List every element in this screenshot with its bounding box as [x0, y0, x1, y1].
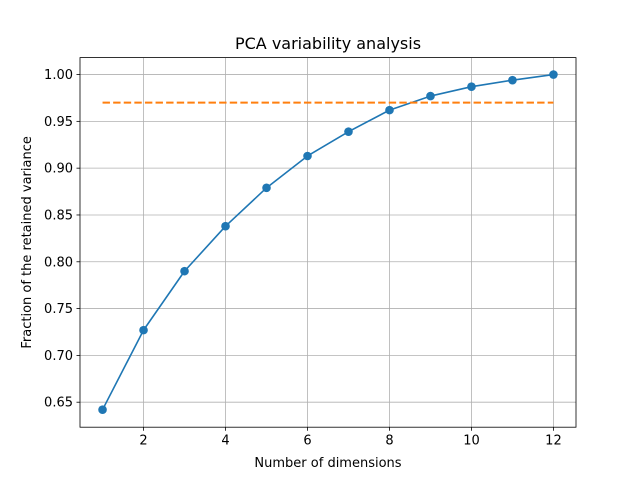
variance-point: [385, 105, 394, 115]
variance-point: [303, 151, 312, 161]
series-layer: [98, 70, 558, 414]
variance-point: [262, 183, 271, 193]
y-tick-label: 0.95: [44, 115, 73, 130]
x-tick-label: 12: [545, 434, 562, 449]
y-axis-label: Fraction of the retained variance: [20, 136, 35, 348]
variance-point: [344, 127, 353, 136]
variance-point: [98, 405, 107, 414]
variance-point: [139, 325, 148, 335]
y-tick-label: 0.90: [44, 162, 73, 177]
y-tick-label: 1.00: [44, 68, 73, 83]
variance-point: [180, 266, 189, 276]
variance-point: [549, 70, 558, 79]
y-tick-label: 0.75: [44, 302, 73, 317]
y-tick-label: 0.80: [44, 255, 73, 270]
y-tick-label: 0.65: [44, 396, 73, 411]
x-tick-label: 6: [303, 434, 311, 449]
x-tick-label: 8: [385, 434, 393, 449]
variance-point: [426, 91, 435, 101]
variance-point: [221, 221, 230, 231]
grid: [80, 57, 576, 428]
x-tick-label: 10: [463, 434, 480, 449]
y-tick-label: 0.85: [44, 208, 73, 223]
y-tick-label: 0.70: [44, 349, 73, 364]
x-tick-label: 4: [221, 434, 229, 449]
variance-line: [101, 73, 555, 411]
plot-frame: [79, 57, 577, 428]
ticks: 2 4 6 8 10 12 0.65 0.70 0.75 0.80 0.85 0.90 0.95 1.00: [44, 68, 562, 449]
variance-point: [467, 82, 476, 92]
variance-point: [508, 75, 517, 85]
x-tick-label: 2: [139, 434, 147, 449]
x-axis-label: Number of dimensions: [254, 456, 401, 471]
chart-title: PCA variability analysis: [235, 34, 421, 53]
